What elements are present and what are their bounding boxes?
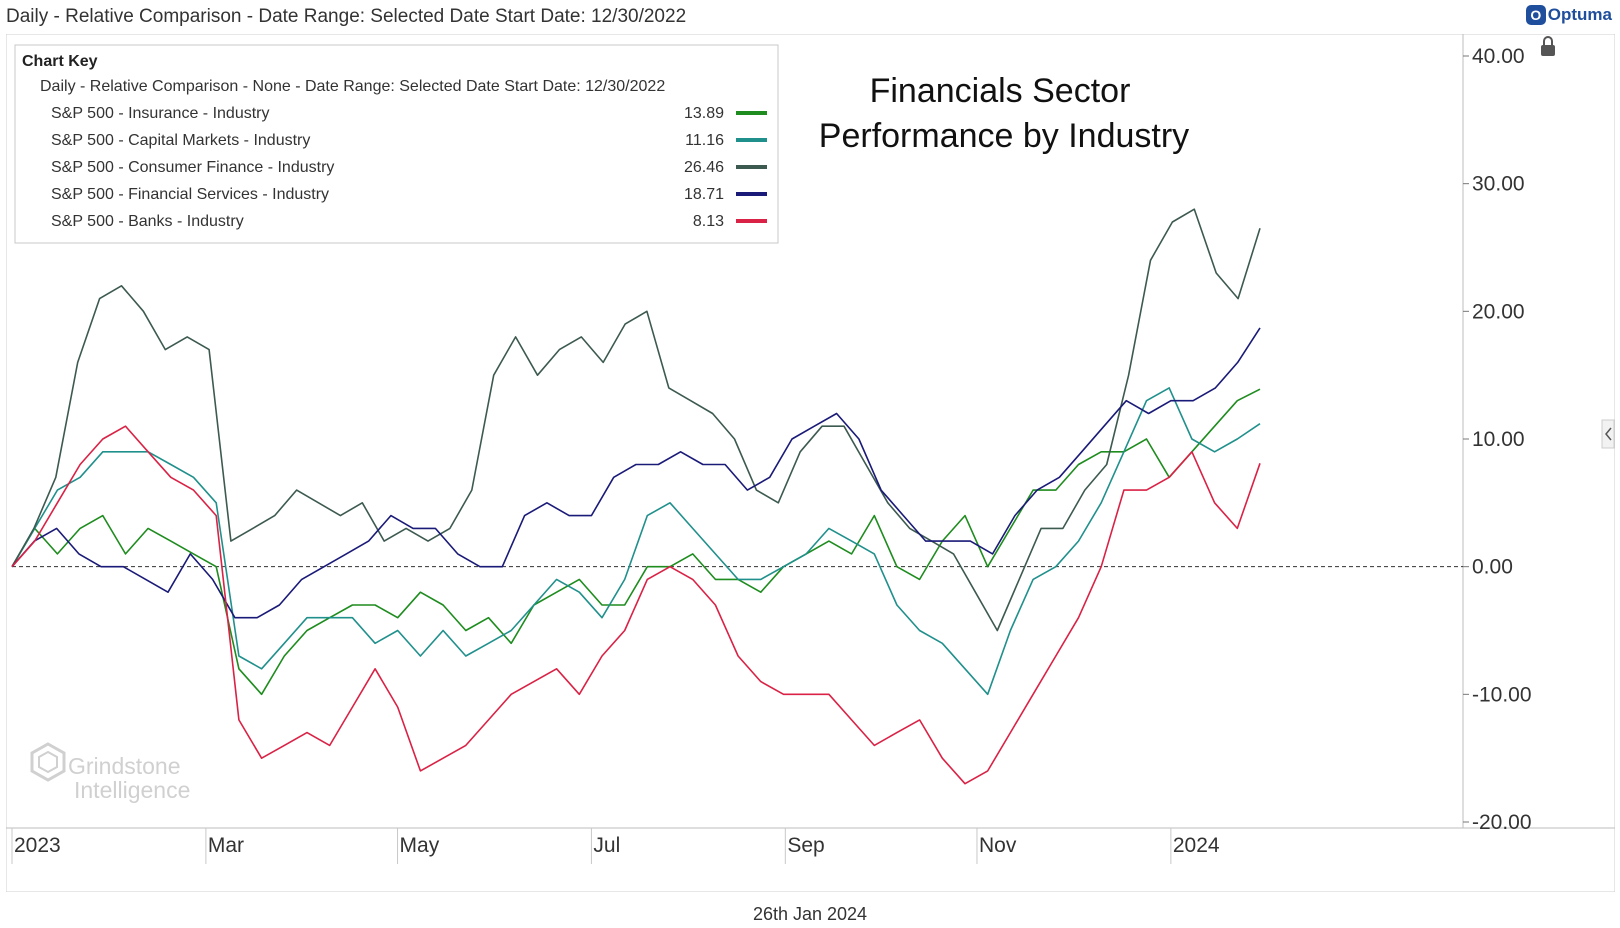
legend-series-name: S&P 500 - Financial Services - Industry [51, 186, 329, 203]
series-lines [11, 208, 1261, 785]
x-tick-label: Sep [787, 834, 824, 857]
x-tick-label: May [400, 834, 440, 857]
y-axis: 40.00 30.00 20.00 10.00 0.00 -10.00 -20.00 [1463, 45, 1532, 834]
y-tick-label: 10.00 [1472, 428, 1525, 451]
y-tick-label: 20.00 [1472, 300, 1525, 323]
legend-series-name: S&P 500 - Consumer Finance - Industry [51, 159, 334, 176]
lock-icon[interactable] [1541, 36, 1555, 56]
legend-series-value: 13.89 [684, 105, 724, 122]
x-tick-label: Jul [593, 834, 620, 857]
legend: S&P 500 - Insurance - Industry 13.89 S&P 5… [51, 105, 767, 230]
optuma-logo-icon: O [1525, 5, 1546, 25]
chart-key-box [14, 44, 779, 244]
legend-series-name: S&P 500 - Banks - Industry [51, 213, 244, 230]
watermark-line2: Intelligence [74, 777, 190, 803]
y-tick-label: 40.00 [1472, 45, 1525, 68]
collapse-panel-icon[interactable] [1601, 419, 1615, 449]
brand-name: Optuma [1547, 5, 1612, 24]
x-tick-label: 2024 [1173, 834, 1220, 857]
legend-series-value: 26.46 [684, 159, 724, 176]
right-side-controls [1541, 36, 1615, 449]
x-tick-label: Mar [208, 834, 244, 857]
y-tick-label: 30.00 [1472, 173, 1525, 196]
y-tick-label: -20.00 [1472, 811, 1532, 834]
y-tick-label: 0.00 [1472, 556, 1513, 579]
grindstone-logo-icon [30, 742, 66, 782]
x-tick-label: 2023 [14, 834, 61, 857]
chart-key-heading: Chart Key [22, 53, 98, 70]
chart-key: Chart Key Daily - Relative Comparison - … [14, 44, 779, 244]
chart-svg: Grindstone Intelligence 40.00 30.00 20.00 1… [5, 33, 1616, 893]
x-tick-label: Nov [979, 834, 1017, 857]
legend-series-value: 18.71 [684, 186, 724, 203]
legend-series-name: S&P 500 - Capital Markets - Industry [51, 132, 310, 149]
series-line[interactable] [11, 327, 1261, 619]
series-line[interactable] [11, 208, 1261, 632]
chart-title: Financials Sector [870, 72, 1131, 110]
x-axis: 2023 Mar May Jul Sep Nov 2024 [11, 828, 1220, 864]
optuma-brand: O Optuma [1525, 5, 1612, 25]
legend-series-value: 11.16 [685, 132, 724, 149]
watermark-line1: Grindstone [68, 753, 181, 779]
legend-series-name: S&P 500 - Insurance - Industry [51, 105, 269, 122]
series-line[interactable] [11, 388, 1261, 696]
chart-key-subheading: Daily - Relative Comparison - None - Dat… [40, 78, 665, 95]
chart-footer-date: 26th Jan 2024 [752, 904, 868, 924]
y-tick-label: -10.00 [1472, 683, 1532, 706]
chart-area[interactable]: Grindstone Intelligence 40.00 30.00 20.00 1… [5, 33, 1616, 893]
legend-series-value: 8.13 [693, 213, 724, 230]
series-line[interactable] [11, 387, 1261, 696]
watermark: Grindstone Intelligence [30, 742, 190, 803]
chart-header-title: Daily - Relative Comparison - Date Range… [6, 6, 687, 27]
series-line[interactable] [11, 425, 1261, 785]
chart-subtitle: Performance by Industry [819, 117, 1189, 155]
